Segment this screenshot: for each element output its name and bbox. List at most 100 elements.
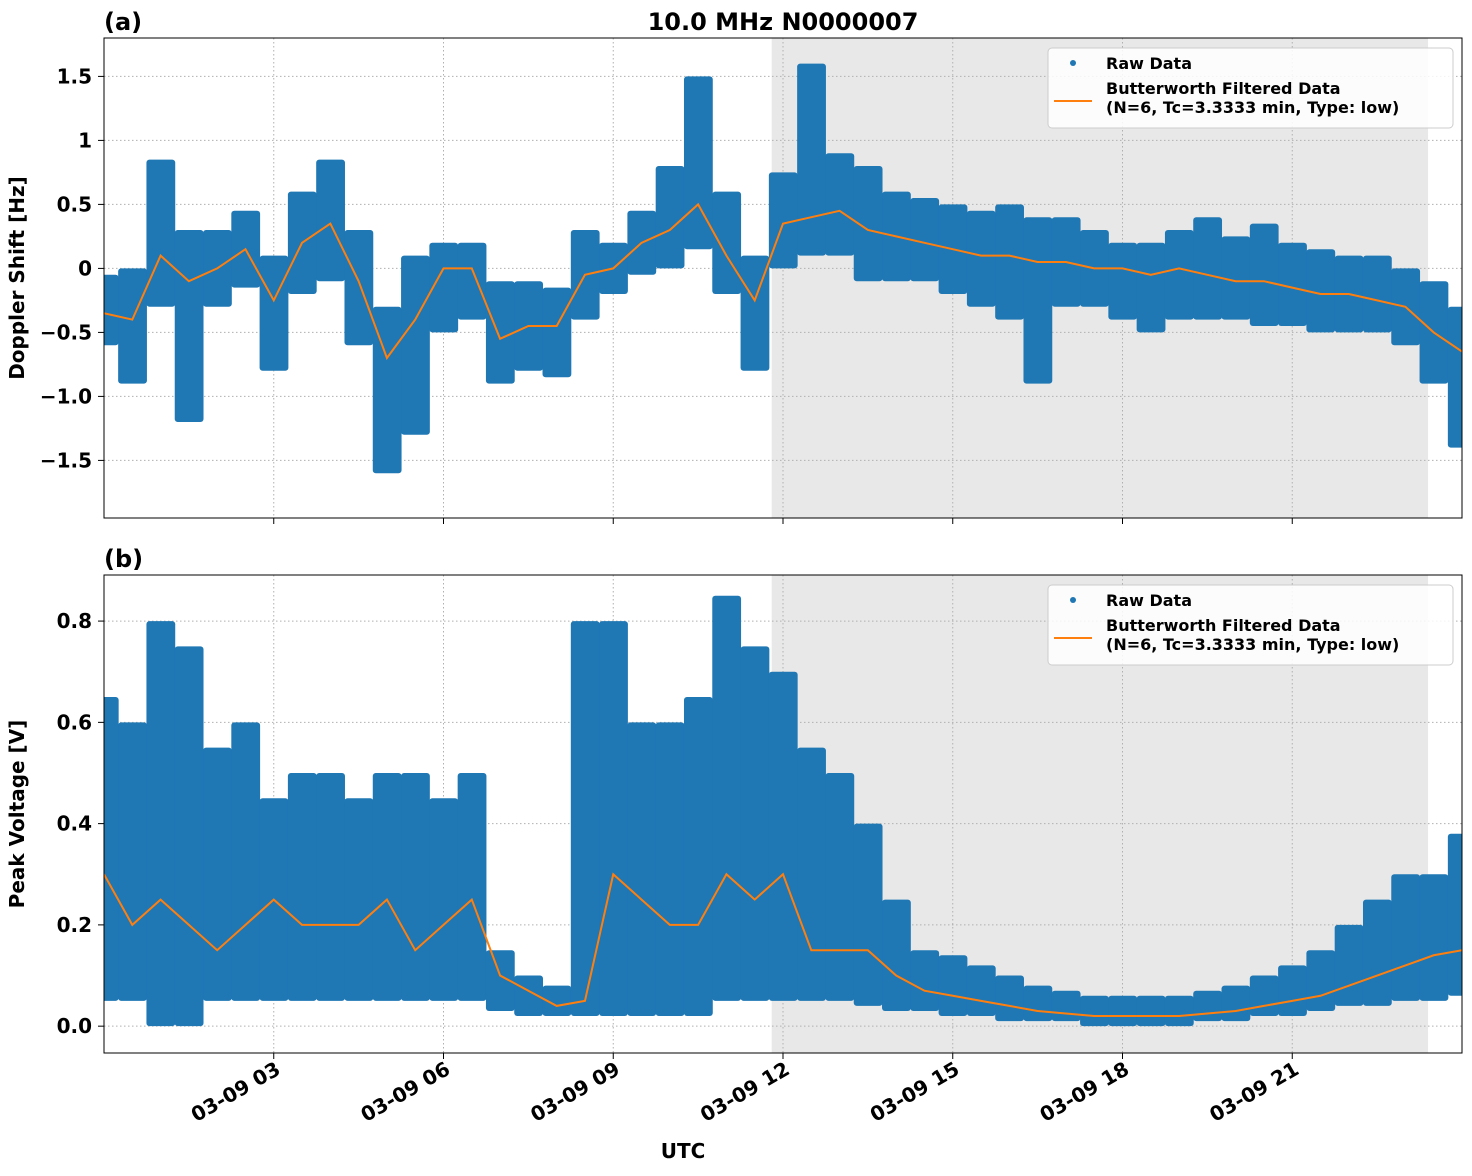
- chart-title: 10.0 MHz N0000007: [648, 8, 919, 36]
- x-tick-label: 03-09 15: [866, 1057, 964, 1127]
- legend-label: Raw Data: [1106, 54, 1192, 73]
- raw-data-range: [1249, 975, 1279, 1017]
- raw-data-range: [882, 899, 911, 1011]
- raw-data-range: [104, 274, 119, 346]
- raw-data-range: [1447, 833, 1462, 996]
- raw-data-range: [1221, 985, 1251, 1022]
- raw-data-range: [118, 268, 147, 384]
- raw-data-range: [1136, 995, 1166, 1027]
- x-tick-label: 03-09 09: [526, 1057, 624, 1127]
- raw-data-range: [966, 210, 996, 307]
- raw-data-range: [712, 595, 742, 1001]
- raw-data-range: [768, 671, 798, 1001]
- raw-data-range: [1108, 995, 1138, 1027]
- raw-data-range: [457, 772, 487, 1001]
- y-tick-label: 0.2: [57, 913, 92, 937]
- raw-data-range: [1278, 242, 1307, 326]
- raw-data-range: [1306, 249, 1336, 333]
- raw-data-range: [514, 975, 544, 1017]
- x-tick-label: 03-09 12: [696, 1057, 794, 1127]
- raw-data-range: [570, 621, 600, 1017]
- raw-data-range: [287, 772, 317, 1001]
- raw-data-range: [938, 955, 968, 1017]
- raw-data-range: [429, 798, 459, 1001]
- raw-data-range: [1164, 995, 1194, 1027]
- x-axis-label: UTC: [661, 1139, 706, 1163]
- raw-data-range: [118, 722, 147, 1001]
- y-tick-label: 0.0: [57, 1014, 92, 1038]
- panel-label: (b): [104, 545, 143, 573]
- raw-data-range: [627, 722, 657, 1017]
- y-axis-label: Peak Voltage [V]: [5, 720, 29, 909]
- plot-area: [104, 595, 1462, 1027]
- panel-label: (a): [104, 8, 142, 36]
- x-tick-label: 03-09 03: [187, 1057, 285, 1127]
- legend-box: [1047, 584, 1454, 666]
- y-axis-label: Doppler Shift [Hz]: [5, 176, 29, 380]
- raw-data-range: [1306, 950, 1336, 1011]
- raw-data-range: [1164, 230, 1194, 320]
- raw-data-range: [1278, 965, 1307, 1017]
- raw-data-range: [683, 76, 713, 250]
- raw-data-range: [485, 950, 515, 1011]
- raw-data-range: [1193, 990, 1223, 1022]
- raw-data-range: [344, 230, 374, 346]
- raw-data-range: [146, 159, 176, 307]
- raw-data-range: [542, 985, 572, 1017]
- raw-data-range: [1391, 874, 1421, 1001]
- y-tick-label: 0: [78, 256, 92, 280]
- raw-data-range: [429, 242, 459, 333]
- raw-data-range: [485, 281, 515, 384]
- raw-data-range: [797, 747, 826, 1001]
- raw-data-range: [1334, 924, 1364, 1006]
- plot-frame: [103, 574, 1463, 1054]
- y-tick-label: −0.5: [40, 320, 92, 344]
- raw-data-range: [825, 153, 855, 256]
- x-tick-label: 03-09 21: [1205, 1057, 1303, 1127]
- raw-data-range: [401, 772, 430, 1001]
- legend-box: [1047, 47, 1454, 129]
- raw-data-range: [1249, 223, 1279, 326]
- raw-data-range: [910, 950, 940, 1011]
- legend-label: (N=6, Tc=3.3333 min, Type: low): [1106, 635, 1399, 654]
- raw-data-range: [797, 63, 826, 256]
- legend-marker: [1070, 60, 1076, 66]
- raw-data-range: [1362, 899, 1392, 1006]
- raw-data-range: [853, 823, 883, 1006]
- y-tick-label: 0.8: [57, 609, 92, 633]
- raw-data-range: [146, 621, 176, 1027]
- raw-data-range: [316, 159, 345, 282]
- plot-area: [104, 63, 1462, 474]
- legend-label: Butterworth Filtered Data: [1106, 79, 1341, 98]
- raw-data-range: [1023, 217, 1053, 384]
- raw-data-range: [457, 242, 487, 320]
- raw-data-range: [372, 772, 402, 1001]
- x-tick-label: 03-09 18: [1035, 1057, 1133, 1127]
- raw-data-range: [712, 191, 742, 294]
- y-tick-label: 0.4: [57, 812, 92, 836]
- raw-data-range: [316, 772, 345, 1001]
- legend-label: Butterworth Filtered Data: [1106, 616, 1341, 635]
- raw-data-range: [1419, 874, 1449, 1001]
- raw-data-range: [542, 287, 572, 378]
- raw-data-range: [231, 722, 261, 1001]
- raw-data-range: [1108, 242, 1138, 320]
- y-tick-label: −1.5: [40, 448, 92, 472]
- raw-data-range: [259, 255, 289, 371]
- y-tick-label: 1: [78, 128, 92, 152]
- raw-data-range: [1023, 985, 1053, 1022]
- legend-label: (N=6, Tc=3.3333 min, Type: low): [1106, 98, 1399, 117]
- raw-data-range: [910, 198, 940, 282]
- raw-data-range: [1362, 255, 1392, 333]
- raw-data-range: [344, 798, 374, 1001]
- raw-data-range: [740, 646, 770, 1001]
- raw-data-range: [1136, 242, 1166, 333]
- raw-data-range: [655, 722, 685, 1017]
- raw-data-range: [683, 697, 713, 1017]
- raw-data-range: [1080, 995, 1109, 1027]
- raw-data-range: [203, 747, 232, 1001]
- raw-data-range: [599, 621, 628, 1017]
- raw-data-range: [966, 965, 996, 1017]
- raw-data-range: [1447, 306, 1462, 448]
- raw-data-range: [174, 230, 204, 422]
